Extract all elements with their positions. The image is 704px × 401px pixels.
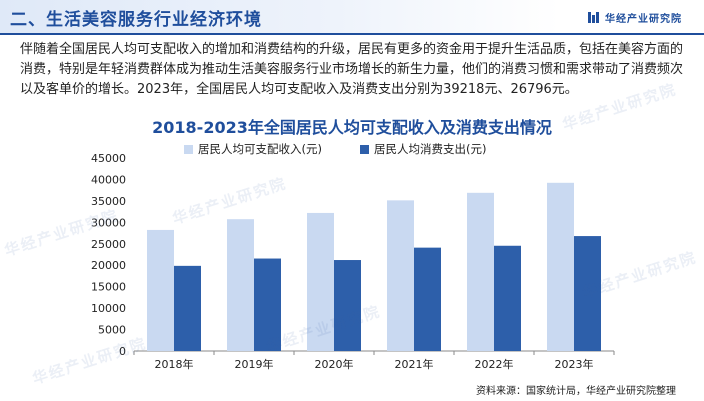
bar-income (467, 192, 494, 351)
bar-expenditure (334, 260, 361, 351)
bar-income (387, 200, 414, 351)
brand-name: 华经产业研究院 (605, 14, 682, 25)
bar-expenditure (574, 236, 601, 351)
x-tick-label: 2023年 (555, 357, 594, 371)
legend-swatch-income (184, 144, 193, 154)
y-tick-label: 20000 (91, 259, 126, 272)
y-tick-label: 30000 (91, 216, 126, 229)
y-tick-label: 35000 (91, 195, 126, 208)
chart-title: 2018-2023年全国居民人均可支配收入及消费支出情况 (152, 118, 552, 137)
y-tick-label: 15000 (91, 281, 126, 294)
bar-expenditure (174, 265, 201, 351)
bar-income (227, 219, 254, 351)
y-tick-label: 40000 (91, 173, 126, 186)
chart-legend: 居民人均可支配收入(元) 居民人均消费支出(元) (184, 141, 524, 157)
legend-label-expenditure: 居民人均消费支出(元) (373, 142, 487, 156)
legend-label-income: 居民人均可支配收入(元) (198, 142, 322, 156)
intro-paragraph: 伴随着全国居民人均可支配收入的增加和消费结构的升级，居民有更多的资金用于提升生活… (20, 42, 684, 97)
x-tick-label: 2020年 (315, 357, 354, 371)
x-tick-label: 2018年 (155, 357, 194, 371)
x-tick-label: 2022年 (475, 357, 514, 371)
header-underline (0, 33, 704, 35)
brand: 华经产业研究院 (587, 10, 682, 25)
bar-income (307, 212, 334, 351)
header-band (0, 0, 560, 34)
y-tick-label: 0 (119, 345, 126, 358)
y-tick-label: 45000 (91, 152, 126, 165)
bar-income (147, 229, 174, 351)
bar-expenditure (254, 258, 281, 351)
bar-expenditure (494, 245, 521, 351)
section-title: 二、生活美容服务行业经济环境 (10, 10, 262, 30)
y-tick-label: 10000 (91, 302, 126, 315)
source-note: 资料来源：国家统计局，华经产业研究院整理 (476, 386, 676, 397)
bar-expenditure (414, 247, 441, 351)
legend-item-income: 居民人均可支配收入(元) (184, 141, 322, 157)
brand-logo-icon (588, 12, 599, 23)
x-tick-label: 2019年 (235, 357, 274, 371)
x-tick-label: 2021年 (395, 357, 434, 371)
legend-swatch-expenditure (359, 144, 369, 154)
bar-income (547, 182, 574, 351)
page-header: 二、生活美容服务行业经济环境 华经产业研究院 (0, 0, 704, 35)
legend-item-expenditure: 居民人均消费支出(元) (359, 141, 487, 157)
y-tick-label: 5000 (98, 324, 126, 337)
y-tick-label: 25000 (91, 238, 126, 251)
